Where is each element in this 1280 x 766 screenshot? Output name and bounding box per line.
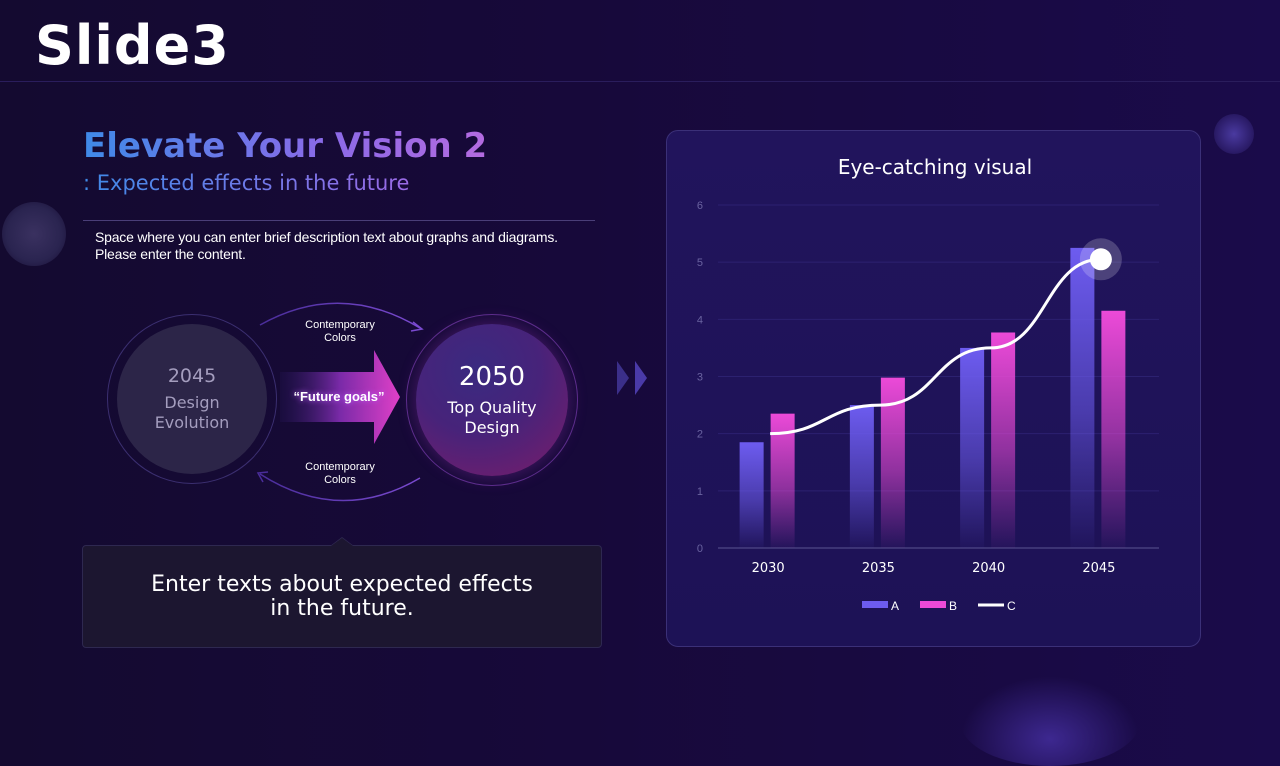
description-line: Please enter the content.	[95, 246, 246, 262]
top-arc-label: Contemporary Colors	[295, 319, 385, 345]
bar-line-chart: 0 1 2 3 4 5 6 2030 2035 2040 2045 A B C	[697, 200, 1159, 613]
bar-a	[960, 347, 985, 548]
legend-label-c: C	[1007, 599, 1016, 613]
decorative-orb-left	[2, 202, 66, 266]
flow-diagram-arrows	[256, 302, 424, 502]
x-tick-label: 2040	[972, 561, 1005, 576]
left-circle-line: Design	[164, 393, 220, 412]
legend-label-b: B	[949, 599, 957, 613]
section-heading: Elevate Your Vision 2	[83, 126, 488, 166]
chart-title: Eye-catching visual	[837, 155, 1033, 179]
description-divider	[83, 220, 595, 221]
arc-label-line: Colors	[324, 474, 356, 486]
top-arc-arrow	[259, 302, 421, 329]
callout-pointer-fill	[331, 538, 353, 546]
y-tick-label: 3	[697, 372, 703, 384]
callout-line: in the future.	[270, 595, 414, 621]
callout-box: Enter texts about expected effects in th…	[82, 545, 602, 648]
bottom-arc-label: Contemporary Colors	[295, 461, 385, 487]
top-arc-arrowhead	[410, 321, 424, 332]
left-circle-line: Evolution	[154, 413, 230, 432]
right-circle-line: Design	[464, 418, 520, 437]
slide-title: Slide3	[35, 14, 230, 77]
description-line: Space where you can enter brief descript…	[95, 229, 558, 245]
y-tick-label: 4	[697, 314, 703, 326]
line-series-c	[770, 257, 1101, 436]
legend-swatch-a	[862, 601, 888, 608]
x-tick-label: 2035	[862, 561, 895, 576]
bar-b	[770, 413, 795, 548]
bar-b	[1101, 310, 1126, 548]
right-circle-year: 2050	[458, 362, 526, 392]
y-tick-label: 0	[697, 543, 703, 555]
double-chevron-icon	[617, 361, 647, 395]
y-tick-label: 1	[697, 486, 703, 498]
left-circle-ring	[107, 314, 277, 484]
legend-swatch-b	[920, 601, 946, 608]
arc-label-line: Colors	[324, 332, 356, 344]
future-goals-arrow	[280, 350, 400, 444]
x-tick-label: 2030	[752, 561, 785, 576]
legend-label-a: A	[891, 599, 899, 613]
right-circle-ring	[406, 314, 578, 486]
right-circle: 2050 Top Quality Design	[416, 324, 568, 476]
left-circle: 2045 Design Evolution	[117, 324, 267, 474]
callout-text: Enter texts about expected effects in th…	[151, 571, 533, 621]
right-circle-line: Top Quality	[447, 398, 537, 417]
bar-a	[739, 442, 764, 548]
future-goals-label: “Future goals”	[293, 389, 385, 404]
arc-label-line: Contemporary	[305, 319, 375, 331]
bottom-arc-arrow	[259, 473, 421, 502]
bar-b	[991, 332, 1016, 548]
x-tick-label: 2045	[1082, 561, 1115, 576]
y-tick-label: 5	[697, 257, 703, 269]
y-tick-label: 6	[697, 200, 703, 212]
left-circle-year: 2045	[167, 365, 217, 387]
decorative-orb-right	[1214, 114, 1254, 154]
description-text: Space where you can enter brief descript…	[95, 229, 595, 263]
bottom-arc-arrowhead	[256, 471, 269, 483]
y-tick-label: 2	[697, 429, 703, 441]
bar-a	[1070, 247, 1095, 548]
arc-label-line: Contemporary	[305, 461, 375, 473]
bar-a	[849, 405, 874, 548]
line-end-marker	[1089, 248, 1112, 271]
decorative-orb-bottom	[960, 676, 1140, 766]
title-divider	[0, 81, 1280, 82]
callout-line: Enter texts about expected effects	[151, 571, 533, 597]
section-subheading: : Expected effects in the future	[83, 171, 410, 195]
